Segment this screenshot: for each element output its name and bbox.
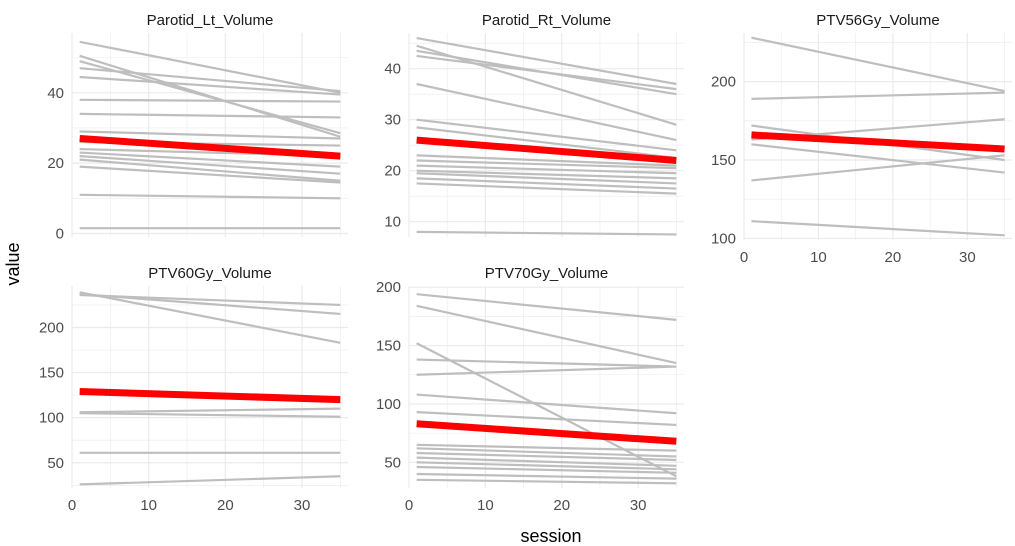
y-tick-label: 0 bbox=[56, 225, 64, 242]
series-line bbox=[416, 154, 677, 167]
y-tick-label: 20 bbox=[384, 163, 401, 180]
panel-title: PTV60Gy_Volume bbox=[148, 265, 271, 282]
series-line bbox=[416, 456, 677, 467]
y-tick-label: 200 bbox=[711, 74, 736, 91]
series-line bbox=[416, 293, 677, 321]
panel-title: Parotid_Rt_Volume bbox=[482, 12, 611, 29]
y-tick-label: 200 bbox=[39, 319, 64, 336]
x-tick-label: 30 bbox=[630, 497, 647, 514]
series-line bbox=[79, 158, 341, 182]
y-tick-label: 20 bbox=[47, 155, 64, 172]
series-line bbox=[416, 358, 677, 368]
series-line bbox=[416, 159, 677, 170]
series-line bbox=[751, 220, 1005, 237]
x-tick-label: 20 bbox=[885, 249, 902, 266]
panel-title: PTV56Gy_Volume bbox=[816, 12, 939, 29]
y-tick-label: 10 bbox=[384, 214, 401, 231]
series-line bbox=[79, 60, 341, 135]
mean-trend-line bbox=[751, 131, 1005, 153]
series-line bbox=[416, 465, 677, 474]
x-tick-label: 0 bbox=[68, 497, 76, 514]
mean-trend-line bbox=[79, 135, 341, 160]
series-line bbox=[416, 169, 677, 180]
series-line bbox=[79, 67, 341, 93]
series-line bbox=[416, 118, 677, 152]
series-line bbox=[79, 75, 341, 96]
series-line bbox=[416, 478, 677, 485]
panel-title: PTV70Gy_Volume bbox=[485, 265, 608, 282]
series-line bbox=[416, 54, 677, 91]
x-tick-label: 30 bbox=[959, 249, 976, 266]
series-line bbox=[416, 304, 677, 365]
series-line bbox=[79, 165, 341, 184]
x-tick-label: 20 bbox=[217, 497, 234, 514]
x-axis-title: session bbox=[520, 526, 581, 546]
series-line bbox=[416, 447, 677, 458]
series-line bbox=[79, 193, 341, 200]
x-tick-label: 0 bbox=[405, 497, 413, 514]
series-line bbox=[416, 126, 677, 160]
mean-trend-line bbox=[79, 388, 341, 404]
y-tick-label: 200 bbox=[376, 279, 401, 296]
facet-panel: PTV56Gy_Volume 100 150 200 0 10 20 30 bbox=[711, 12, 1012, 266]
y-axis-title: value bbox=[3, 242, 23, 285]
facet-panel: Parotid_Lt_Volume 0 20 40 bbox=[47, 12, 348, 242]
series-line bbox=[416, 177, 677, 190]
series-line bbox=[79, 412, 341, 418]
series-line bbox=[416, 164, 677, 175]
facet-panel: PTV60Gy_Volume 50 100 150 200 0 10 20 30 bbox=[39, 265, 348, 514]
series-line bbox=[416, 172, 677, 185]
series-line bbox=[416, 443, 677, 452]
x-tick-label: 10 bbox=[477, 497, 494, 514]
series-line bbox=[416, 230, 677, 236]
x-tick-label: 10 bbox=[810, 249, 827, 266]
series-line bbox=[79, 155, 341, 175]
series-line bbox=[79, 475, 341, 486]
facet-panel: PTV70Gy_Volume 50 100 150 200 0 10 20 30 bbox=[376, 265, 684, 514]
y-tick-label: 50 bbox=[47, 455, 64, 472]
series-line bbox=[416, 393, 677, 415]
series-line bbox=[79, 291, 341, 344]
y-tick-label: 100 bbox=[376, 396, 401, 413]
y-tick-label: 40 bbox=[47, 85, 64, 102]
series-line bbox=[79, 40, 341, 94]
series-line bbox=[79, 293, 341, 307]
series-line bbox=[751, 36, 1005, 93]
series-line bbox=[416, 182, 677, 195]
y-tick-label: 150 bbox=[39, 365, 64, 382]
series-line bbox=[751, 143, 1005, 174]
series-line bbox=[79, 151, 341, 168]
series-line bbox=[751, 154, 1005, 182]
x-tick-label: 10 bbox=[140, 497, 157, 514]
series-line bbox=[416, 461, 677, 471]
y-tick-label: 150 bbox=[711, 152, 736, 169]
mean-trend-line bbox=[416, 136, 677, 164]
series-line bbox=[79, 112, 341, 119]
series-line bbox=[416, 37, 677, 86]
mean-trend-line bbox=[416, 420, 677, 445]
series-line bbox=[416, 472, 677, 480]
series-line bbox=[416, 451, 677, 462]
series-line bbox=[416, 82, 677, 142]
series-line bbox=[79, 98, 341, 103]
facet-panel: Parotid_Rt_Volume 10 20 30 40 bbox=[384, 12, 684, 237]
y-tick-label: 40 bbox=[384, 61, 401, 78]
series-line bbox=[79, 407, 341, 414]
series-line bbox=[751, 91, 1005, 100]
x-tick-label: 20 bbox=[553, 497, 570, 514]
series-line bbox=[79, 130, 341, 140]
x-tick-label: 0 bbox=[740, 249, 748, 266]
panels: Parotid_Lt_Volume 0 20 40 Parotid_Rt_Volume 1… bbox=[39, 12, 1012, 514]
y-tick-label: 30 bbox=[384, 112, 401, 129]
y-tick-label: 100 bbox=[711, 230, 736, 247]
series-line bbox=[416, 411, 677, 427]
series-line bbox=[416, 365, 677, 376]
y-tick-label: 150 bbox=[376, 338, 401, 355]
x-tick-label: 30 bbox=[294, 497, 311, 514]
y-tick-label: 50 bbox=[384, 454, 401, 471]
y-tick-label: 100 bbox=[39, 410, 64, 427]
panel-title: Parotid_Lt_Volume bbox=[147, 12, 274, 29]
